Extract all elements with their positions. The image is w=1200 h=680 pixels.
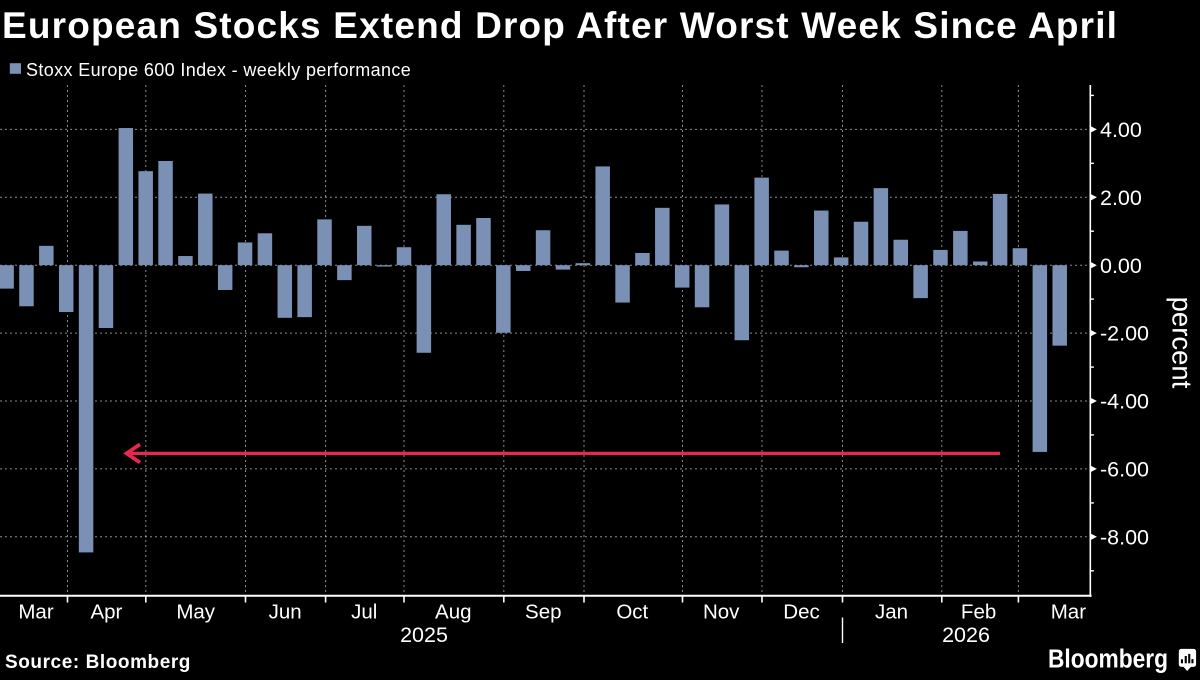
svg-text:-2.00: -2.00 xyxy=(1100,322,1149,346)
svg-text:-8.00: -8.00 xyxy=(1100,525,1149,549)
svg-text:Jul: Jul xyxy=(351,601,377,624)
svg-text:Sep: Sep xyxy=(525,601,561,624)
svg-text:Stoxx Europe 600 Index - weekl: Stoxx Europe 600 Index - weekly performa… xyxy=(26,60,411,80)
svg-text:Nov: Nov xyxy=(703,601,740,624)
svg-text:2.00: 2.00 xyxy=(1100,186,1142,210)
svg-text:2025: 2025 xyxy=(400,623,448,647)
svg-text:Jan: Jan xyxy=(875,601,908,624)
svg-text:Feb: Feb xyxy=(961,601,996,624)
svg-text:Bloomberg: Bloomberg xyxy=(1048,646,1168,674)
svg-text:4.00: 4.00 xyxy=(1100,118,1142,142)
svg-text:Aug: Aug xyxy=(435,601,471,624)
svg-text:-4.00: -4.00 xyxy=(1100,390,1149,414)
svg-text:European Stocks Extend Drop Af: European Stocks Extend Drop After Worst … xyxy=(2,5,1118,46)
svg-text:Dec: Dec xyxy=(783,601,819,624)
svg-text:Mar: Mar xyxy=(18,601,53,624)
svg-text:Mar: Mar xyxy=(1051,601,1086,624)
svg-text:2026: 2026 xyxy=(942,623,990,647)
svg-text:-6.00: -6.00 xyxy=(1100,458,1149,482)
svg-text:Apr: Apr xyxy=(90,601,122,624)
svg-text:May: May xyxy=(176,601,215,624)
svg-text:Jun: Jun xyxy=(269,601,302,624)
svg-text:Source: Bloomberg: Source: Bloomberg xyxy=(5,652,191,673)
svg-text:Oct: Oct xyxy=(616,601,648,624)
svg-text:0.00: 0.00 xyxy=(1100,254,1142,278)
svg-text:percent: percent xyxy=(1167,297,1198,389)
